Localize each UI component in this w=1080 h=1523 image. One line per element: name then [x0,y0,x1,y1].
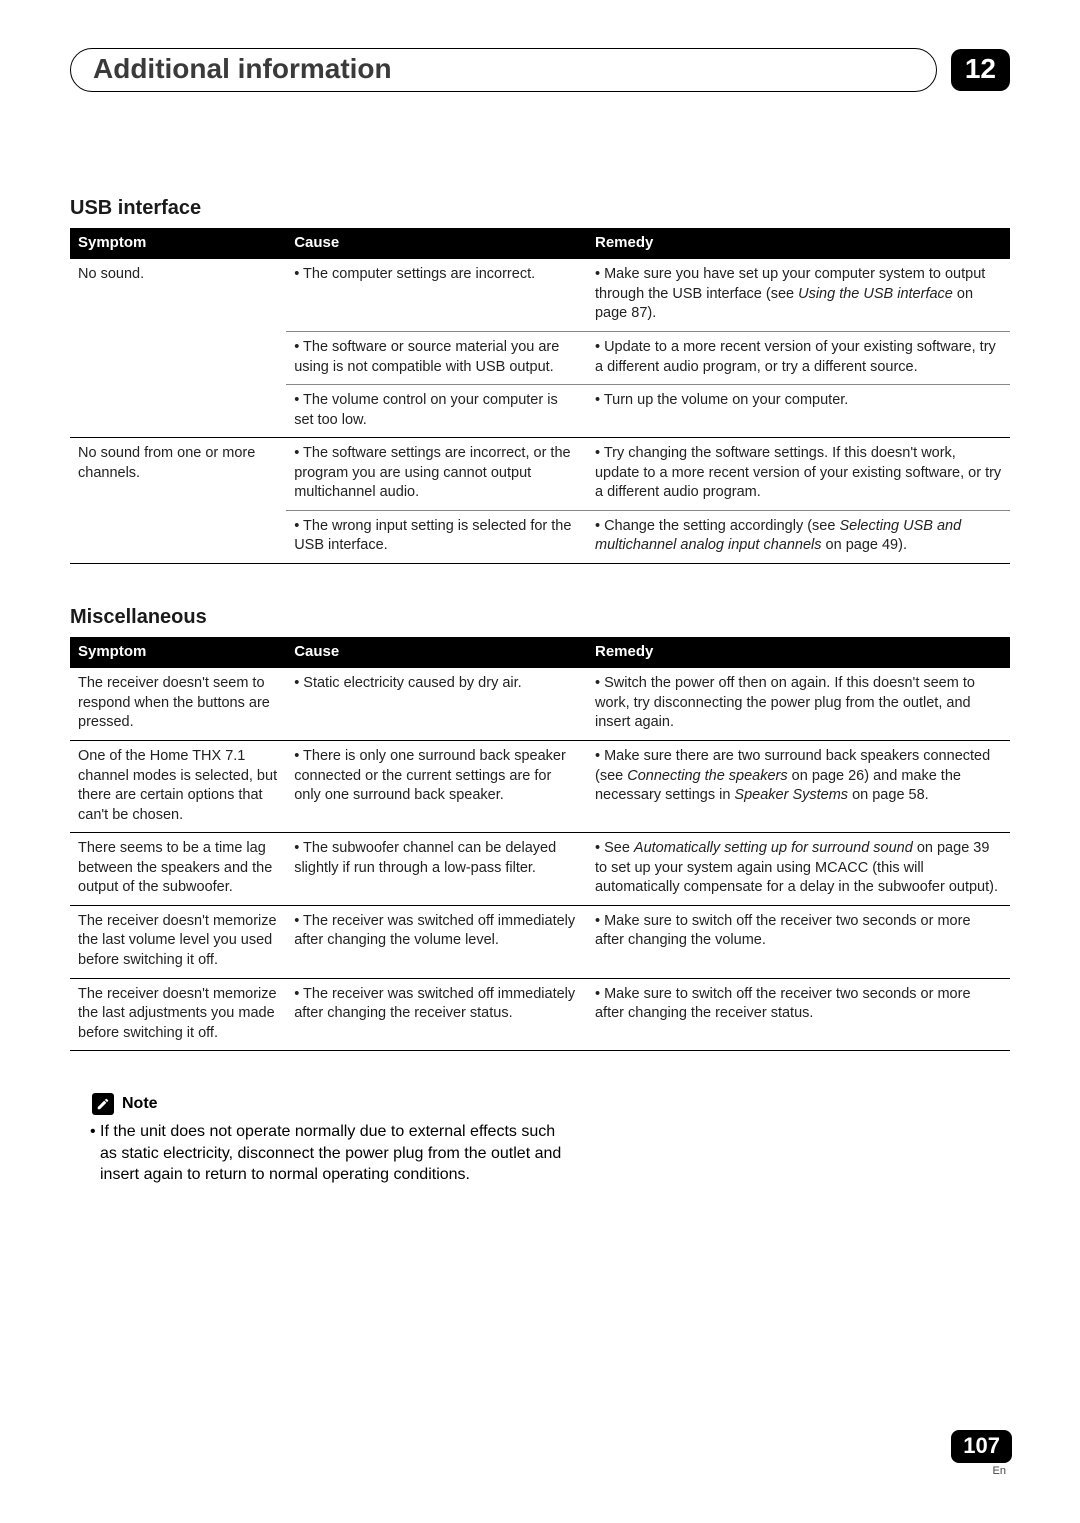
symptom-cell: The receiver doesn't memorize the last a… [70,978,286,1051]
table-row: There seems to be a time lag between the… [70,833,1010,906]
column-header: Remedy [587,637,1010,668]
symptom-cell: No sound. [70,259,286,437]
note-text: • If the unit does not operate normally … [90,1121,570,1186]
table-row: The receiver doesn't memorize the last a… [70,978,1010,1051]
table-row: No sound from one or more channels.• The… [70,438,1010,511]
symptom-cell: The receiver doesn't seem to respond whe… [70,668,286,740]
remedy-cell: • Make sure to switch off the receiver t… [587,905,1010,978]
cause-cell: • Static electricity caused by dry air. [286,668,587,740]
symptom-cell: One of the Home THX 7.1 channel modes is… [70,740,286,832]
column-header: Symptom [70,637,286,668]
remedy-cell: • Turn up the volume on your computer. [587,385,1010,438]
page-header: Additional information 12 [70,48,1010,92]
column-header: Symptom [70,228,286,259]
remedy-cell: • Try changing the software settings. If… [587,438,1010,511]
symptom-cell: No sound from one or more channels. [70,438,286,564]
cause-cell: • The software or source material you ar… [286,331,587,384]
cause-cell: • The wrong input setting is selected fo… [286,510,587,563]
remedy-cell: • Make sure you have set up your compute… [587,259,1010,331]
remedy-cell: • Update to a more recent version of you… [587,331,1010,384]
remedy-cell: • See Automatically setting up for surro… [587,833,1010,906]
section-title: USB interface [70,197,1010,220]
cause-cell: • The software settings are incorrect, o… [286,438,587,511]
table-row: No sound.• The computer settings are inc… [70,259,1010,331]
cause-cell: • The receiver was switched off immediat… [286,978,587,1051]
section-title: Miscellaneous [70,606,1010,629]
cause-cell: • The computer settings are incorrect. [286,259,587,331]
cause-cell: • The volume control on your computer is… [286,385,587,438]
column-header: Cause [286,228,587,259]
column-header: Cause [286,637,587,668]
cause-cell: • There is only one surround back speake… [286,740,587,832]
table-row: One of the Home THX 7.1 channel modes is… [70,740,1010,832]
remedy-cell: • Change the setting accordingly (see Se… [587,510,1010,563]
cause-cell: • The receiver was switched off immediat… [286,905,587,978]
table-row: The receiver doesn't memorize the last v… [70,905,1010,978]
remedy-cell: • Make sure to switch off the receiver t… [587,978,1010,1051]
note-header: Note [92,1093,1010,1115]
header-title: Additional information [93,53,914,85]
symptom-cell: The receiver doesn't memorize the last v… [70,905,286,978]
page-language: En [951,1465,1012,1477]
symptom-cell: There seems to be a time lag between the… [70,833,286,906]
chapter-number-badge: 12 [951,49,1010,91]
page-footer: 107 En [951,1430,1012,1477]
column-header: Remedy [587,228,1010,259]
header-title-pill: Additional information [70,48,937,92]
table-row: The receiver doesn't seem to respond whe… [70,668,1010,740]
cause-cell: • The subwoofer channel can be delayed s… [286,833,587,906]
note-label: Note [122,1095,158,1113]
troubleshooting-table: SymptomCauseRemedy The receiver doesn't s… [70,637,1010,1051]
pencil-icon [92,1093,114,1115]
remedy-cell: • Switch the power off then on again. If… [587,668,1010,740]
remedy-cell: • Make sure there are two surround back … [587,740,1010,832]
page-number-badge: 107 [951,1430,1012,1463]
troubleshooting-table: SymptomCauseRemedyNo sound.• The compute… [70,228,1010,564]
